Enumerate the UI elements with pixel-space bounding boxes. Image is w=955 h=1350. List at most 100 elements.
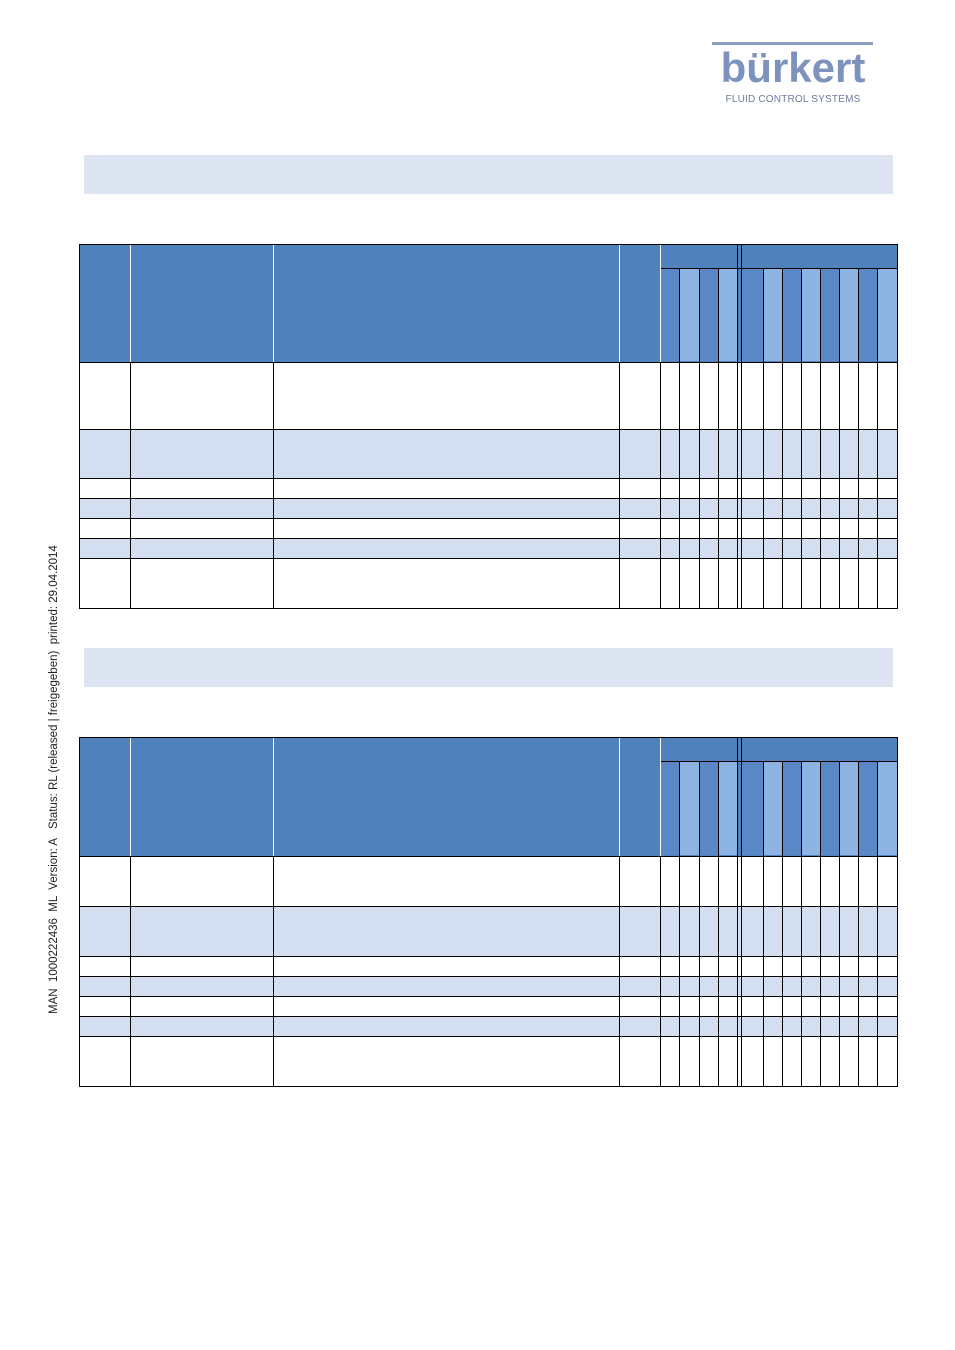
subheader-cell-b [878, 269, 897, 361]
row-rule [79, 1016, 898, 1017]
table-row-tinted [79, 976, 897, 996]
sub-column-rule [718, 268, 719, 609]
header-column-divider [660, 738, 661, 856]
data-table-2 [79, 737, 898, 1087]
group-divider-rule [741, 737, 742, 1087]
column-rule [660, 362, 661, 609]
header-column-divider [130, 738, 131, 856]
subheader-cell-b [742, 269, 763, 361]
group-divider-rule [737, 244, 738, 609]
row-rule [79, 518, 898, 519]
row-rule [79, 608, 898, 609]
sub-column-rule [801, 761, 802, 1087]
header-column-divider [273, 738, 274, 856]
subheader-cell-b [764, 269, 782, 361]
sub-column-rule [820, 761, 821, 1087]
sub-column-rule [877, 268, 878, 609]
section-title-bar-1 [84, 155, 893, 194]
row-rule [79, 1036, 898, 1037]
sub-column-rule [839, 268, 840, 609]
table-row-tinted [79, 1016, 897, 1036]
logo-wordmark: bürkert [720, 44, 866, 91]
subheader-cell-b [840, 762, 858, 855]
logo-tagline: FLUID CONTROL SYSTEMS [725, 94, 861, 105]
row-rule [79, 498, 898, 499]
header-bottom-rule [79, 856, 898, 857]
logo-rule [712, 42, 873, 45]
subheader-cell-a [719, 269, 737, 361]
header-bottom-rule [79, 362, 898, 363]
row-rule [79, 429, 898, 430]
subheader-cell-b [840, 269, 858, 361]
table-left-rule [79, 737, 80, 1087]
sub-column-rule [679, 268, 680, 609]
subheader-cell-b [783, 762, 801, 855]
sub-column-rule [858, 268, 859, 609]
header-column-divider [619, 245, 620, 362]
sub-column-rule [820, 268, 821, 609]
column-rule [660, 856, 661, 1087]
column-rule [619, 362, 620, 609]
row-rule [79, 996, 898, 997]
subheader-cell-b [783, 269, 801, 361]
subheader-cell-a [680, 269, 699, 361]
sub-column-rule [679, 761, 680, 1087]
subheader-cell-b [821, 269, 839, 361]
document-status-note: MAN 1000222436 ML Version: A Status: RL … [48, 545, 60, 1014]
subheader-cell-b [742, 762, 763, 855]
burkert-logo: bürkert FLUID CONTROL SYSTEMS [712, 42, 874, 106]
subheader-cell-b [821, 762, 839, 855]
header-column-divider [660, 245, 661, 362]
table-row-tinted [79, 906, 897, 956]
subheader-cell-b [859, 269, 877, 361]
row-rule [79, 538, 898, 539]
subheader-cell-b [802, 269, 820, 361]
sub-column-rule [858, 761, 859, 1087]
sub-column-rule [839, 761, 840, 1087]
column-rule [273, 856, 274, 1087]
group-header-rule [660, 268, 898, 269]
row-rule [79, 1086, 898, 1087]
column-rule [619, 856, 620, 1087]
table-top-rule [79, 737, 898, 738]
subheader-cell-a [700, 269, 718, 361]
subheader-cell-a [661, 269, 679, 361]
header-column-divider [130, 245, 131, 362]
table-row-tinted [79, 498, 897, 518]
section-title-bar-2 [84, 648, 893, 687]
table-row-tinted [79, 429, 897, 478]
group-divider-rule [741, 244, 742, 609]
row-rule [79, 558, 898, 559]
data-table-1 [79, 244, 898, 609]
subheader-cell-a [719, 762, 737, 855]
column-rule [273, 362, 274, 609]
row-rule [79, 906, 898, 907]
table-row-tinted [79, 538, 897, 558]
sub-column-rule [877, 761, 878, 1087]
row-rule [79, 976, 898, 977]
group-header-rule [660, 761, 898, 762]
sub-column-rule [699, 761, 700, 1087]
column-rule [130, 856, 131, 1087]
sub-column-rule [763, 761, 764, 1087]
row-rule [79, 956, 898, 957]
sub-column-rule [718, 761, 719, 1087]
header-column-divider [273, 245, 274, 362]
subheader-cell-b [764, 762, 782, 855]
sub-column-rule [782, 268, 783, 609]
table-right-rule [897, 244, 898, 609]
sub-column-rule [763, 268, 764, 609]
sub-column-rule [801, 268, 802, 609]
column-rule [130, 362, 131, 609]
subheader-cell-a [680, 762, 699, 855]
subheader-cell-b [859, 762, 877, 855]
sub-column-rule [782, 761, 783, 1087]
table-right-rule [897, 737, 898, 1087]
header-column-divider [619, 738, 620, 856]
table-top-rule [79, 244, 898, 245]
subheader-cell-b [878, 762, 897, 855]
subheader-cell-a [661, 762, 679, 855]
sub-column-rule [699, 268, 700, 609]
group-divider-rule [737, 737, 738, 1087]
table-left-rule [79, 244, 80, 609]
